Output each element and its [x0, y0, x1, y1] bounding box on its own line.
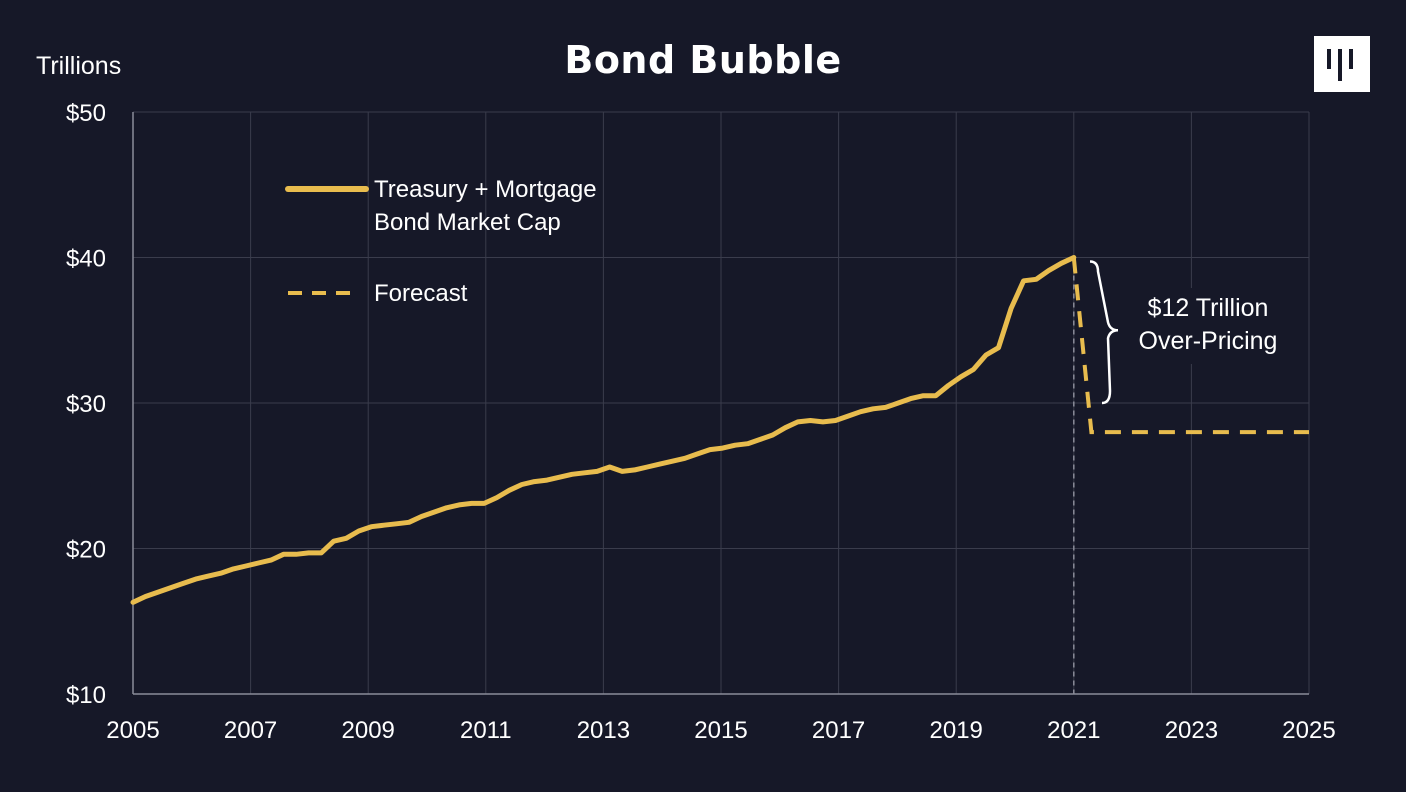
grid — [133, 111, 1310, 694]
legend-label-actual-line2: Bond Market Cap — [374, 209, 561, 236]
series-line-actual — [130, 255, 1077, 605]
legend-label-forecast: Forecast — [374, 280, 468, 307]
publisher-logo-icon — [1314, 36, 1370, 92]
x-tick-label: 2009 — [342, 717, 395, 744]
annotation-background — [1128, 288, 1290, 364]
y-tick-label: $30 — [66, 391, 106, 418]
x-ticks: 2005 2007 2009 2011 2013 2015 2017 2019 2021 2023… — [106, 717, 1335, 744]
y-tick-label: $50 — [66, 100, 106, 127]
y-ticks: $10 $20 $30 $40 $50 — [66, 100, 106, 709]
x-tick-label: 2015 — [694, 717, 747, 744]
y-tick-label: $10 — [66, 682, 106, 709]
x-tick-label: 2017 — [812, 717, 865, 744]
y-tick-label: $40 — [66, 246, 106, 273]
x-tick-label: 2019 — [930, 717, 983, 744]
legend-label-actual-line1: Treasury + Mortgage — [374, 176, 597, 203]
y-axis-label: Trillions — [36, 52, 122, 80]
legend: Treasury + Mortgage Bond Market Cap Fore… — [285, 176, 597, 307]
x-tick-label: 2023 — [1165, 717, 1218, 744]
axes — [132, 112, 1309, 695]
x-tick-label: 2025 — [1282, 717, 1335, 744]
x-tick-label: 2011 — [460, 717, 512, 744]
chart-title: Bond Bubble — [564, 38, 842, 82]
x-tick-label: 2013 — [577, 717, 630, 744]
annotation-line2: Over-Pricing — [1139, 327, 1278, 355]
annotation-brace — [1089, 260, 1119, 405]
x-tick-label: 2007 — [224, 717, 277, 744]
annotation-line1: $12 Trillion — [1148, 294, 1269, 322]
x-tick-label: 2021 — [1047, 717, 1100, 744]
x-tick-label: 2005 — [106, 717, 159, 744]
y-tick-label: $20 — [66, 537, 106, 564]
series-line-forecast — [1071, 257, 1309, 435]
